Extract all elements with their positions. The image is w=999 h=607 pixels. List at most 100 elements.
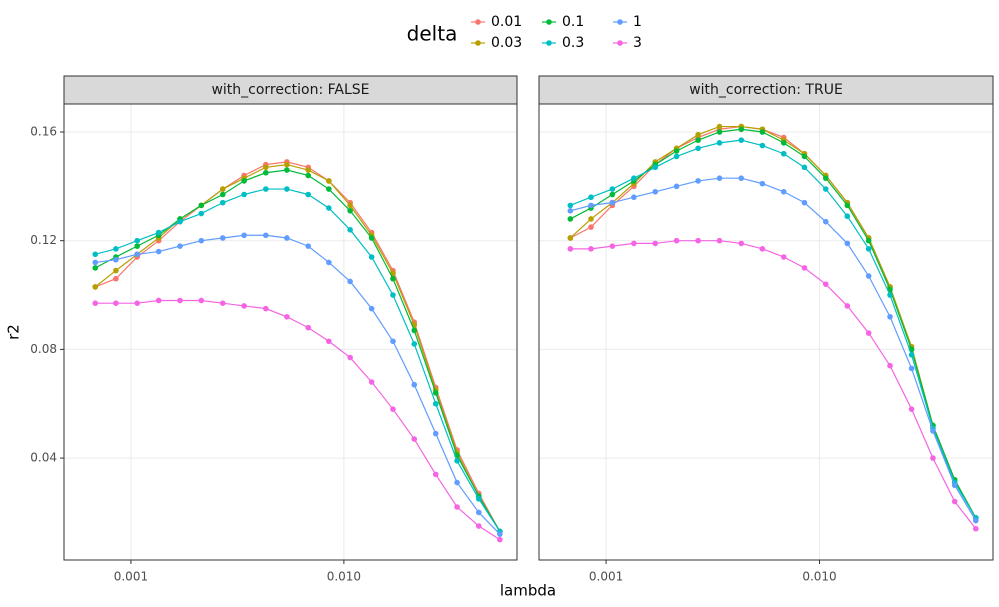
legend-key-dot: [546, 19, 552, 25]
point: [497, 536, 503, 543]
point: [368, 379, 375, 385]
legend-label: 3: [633, 35, 642, 51]
point: [347, 354, 353, 361]
point: [454, 479, 460, 486]
point: [92, 259, 99, 266]
point: [241, 191, 247, 198]
point: [844, 240, 851, 247]
point: [609, 191, 616, 198]
point: [822, 175, 829, 181]
point: [609, 243, 616, 249]
panel-background: [539, 104, 993, 560]
point: [780, 254, 787, 260]
point: [219, 191, 226, 198]
x-tick-label: 0.001: [589, 570, 623, 584]
point: [347, 227, 353, 233]
point: [716, 140, 723, 146]
series-line: [95, 188, 501, 532]
point: [411, 436, 418, 442]
point: [759, 180, 766, 187]
point: [973, 525, 979, 532]
point: [716, 237, 723, 244]
point: [695, 178, 701, 184]
point: [454, 504, 460, 510]
point: [567, 202, 574, 209]
x-tick-label: 0.001: [114, 570, 148, 584]
point: [432, 400, 439, 407]
point: [177, 297, 183, 304]
point: [631, 194, 637, 201]
point: [951, 498, 958, 505]
point: [780, 140, 787, 146]
point: [390, 338, 396, 345]
point: [716, 123, 723, 130]
point: [198, 210, 205, 217]
point: [263, 305, 269, 312]
legend-label: 0.1: [562, 14, 584, 30]
point: [113, 267, 119, 274]
legend-label: 0.01: [491, 14, 522, 30]
point: [738, 126, 745, 133]
point: [609, 199, 616, 206]
point: [155, 297, 162, 304]
point: [347, 202, 353, 209]
series-line: [570, 177, 977, 521]
point: [113, 246, 119, 252]
series-line: [94, 163, 501, 532]
point: [134, 243, 140, 249]
point: [631, 175, 637, 181]
point: [92, 251, 99, 258]
legend-label: 1: [633, 14, 642, 30]
point: [475, 496, 482, 502]
point: [305, 324, 312, 331]
point: [908, 406, 915, 412]
point: [844, 303, 851, 309]
point: [908, 352, 915, 358]
panel-border: [63, 103, 518, 561]
legend-label: 0.3: [562, 35, 584, 51]
legend-key-dot: [475, 19, 481, 25]
point: [177, 218, 183, 225]
point: [588, 246, 594, 252]
point: [801, 164, 808, 171]
point: [284, 161, 290, 168]
point: [887, 362, 893, 369]
point: [368, 305, 375, 312]
point: [92, 284, 99, 290]
point: [887, 292, 893, 298]
point: [305, 172, 312, 179]
strip: [538, 75, 994, 105]
point: [780, 150, 787, 157]
point: [177, 243, 183, 249]
point: [801, 153, 808, 160]
point: [652, 240, 659, 247]
point: [588, 224, 594, 230]
y-axis-label: r2: [5, 324, 23, 340]
point: [652, 164, 659, 171]
point: [368, 254, 375, 260]
point: [113, 275, 119, 282]
point: [475, 509, 482, 516]
point: [284, 186, 290, 192]
point: [588, 216, 594, 222]
point: [113, 300, 119, 306]
point: [475, 523, 482, 529]
y-tick-label: 0.12: [30, 233, 57, 247]
point: [432, 390, 439, 396]
point: [305, 167, 312, 173]
point: [326, 178, 332, 184]
point: [92, 265, 99, 271]
point: [865, 246, 872, 252]
point: [930, 455, 936, 461]
legend-key-dot: [617, 19, 623, 25]
point: [219, 300, 226, 306]
point: [219, 186, 226, 192]
point: [801, 265, 808, 271]
point: [865, 237, 872, 244]
y-tick-label: 0.04: [30, 451, 57, 465]
point: [822, 281, 829, 287]
point: [241, 178, 247, 184]
point: [567, 246, 574, 252]
point: [241, 303, 247, 309]
point: [588, 202, 594, 209]
